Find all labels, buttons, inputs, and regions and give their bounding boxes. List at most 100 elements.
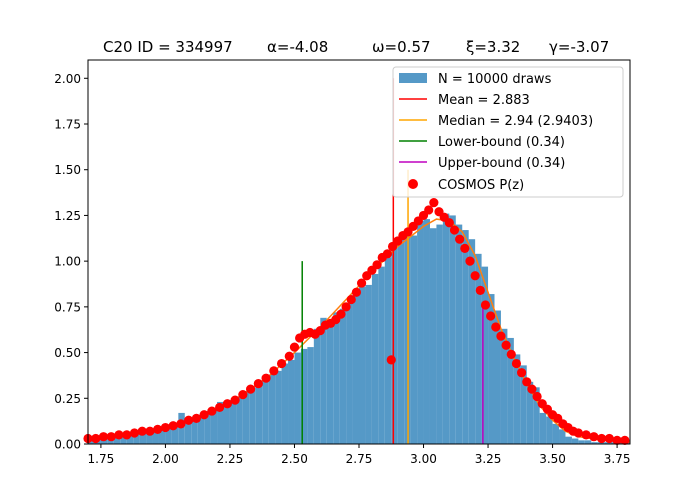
hist-bar-16 bbox=[191, 418, 198, 444]
cosmos-point-70 bbox=[506, 349, 516, 359]
hist-bar-65 bbox=[507, 337, 514, 444]
legend-mean-label: Mean = 2.883 bbox=[438, 93, 530, 108]
hist-bar-30 bbox=[281, 363, 289, 444]
cosmos-point-15 bbox=[199, 410, 209, 420]
hist-bar-8 bbox=[139, 431, 147, 444]
legend: N = 10000 draws Mean = 2.883 Median = 2.… bbox=[392, 66, 624, 198]
y-tick-label-5: 1.25 bbox=[54, 209, 81, 223]
cosmos-point-65 bbox=[480, 300, 491, 310]
hist-bar-43 bbox=[365, 284, 372, 444]
legend-lower-label: Lower-bound (0.34) bbox=[438, 135, 565, 150]
cosmos-point-5 bbox=[122, 430, 132, 440]
hist-bar-75 bbox=[571, 438, 579, 444]
hist-bar-11 bbox=[158, 427, 166, 444]
cosmos-point-46 bbox=[386, 355, 396, 365]
cosmos-point-45 bbox=[382, 249, 392, 259]
hist-bar-18 bbox=[204, 411, 211, 444]
hist-bar-4 bbox=[113, 434, 121, 444]
hist-bar-19 bbox=[210, 409, 218, 444]
cosmos-point-54 bbox=[424, 205, 434, 215]
cosmos-point-4 bbox=[114, 430, 124, 440]
cosmos-point-66 bbox=[486, 311, 496, 321]
hist-bar-41 bbox=[352, 294, 359, 444]
cosmos-point-74 bbox=[527, 384, 537, 394]
x-tick-label-2: 2.25 bbox=[217, 452, 244, 466]
y-tick-label-2: 0.50 bbox=[54, 346, 81, 360]
cosmos-point-26 bbox=[284, 351, 294, 361]
hist-bar-26 bbox=[255, 381, 263, 444]
x-tick-label-8: 3.75 bbox=[604, 452, 631, 466]
legend-cosmos-label: COSMOS P(z) bbox=[438, 178, 524, 193]
hist-bar-35 bbox=[313, 328, 321, 444]
cosmos-point-1 bbox=[91, 433, 101, 444]
cosmos-point-24 bbox=[269, 366, 279, 376]
hist-bar-24 bbox=[242, 390, 250, 444]
legend-hist-label: N = 10000 draws bbox=[438, 72, 552, 87]
hist-bar-78 bbox=[591, 442, 598, 444]
hist-bar-13 bbox=[171, 423, 179, 444]
hist-bar-27 bbox=[262, 376, 269, 444]
legend-cosmos-swatch bbox=[408, 179, 418, 189]
cosmos-point-3 bbox=[106, 432, 116, 442]
cosmos-point-12 bbox=[176, 419, 186, 429]
cosmos-point-69 bbox=[501, 340, 511, 350]
y-tick-label-3: 0.75 bbox=[54, 300, 81, 314]
cosmos-point-61 bbox=[460, 243, 470, 253]
cosmos-point-72 bbox=[517, 368, 527, 378]
hist-bar-70 bbox=[539, 412, 547, 444]
cosmos-point-73 bbox=[522, 377, 532, 387]
cosmos-point-59 bbox=[449, 225, 460, 235]
hist-bar-59 bbox=[468, 239, 476, 444]
x-tick-label-5: 3.00 bbox=[410, 452, 437, 466]
legend-median-label: Median = 2.94 (2.9403) bbox=[438, 114, 593, 129]
hist-bar-31 bbox=[288, 359, 295, 444]
cosmos-point-23 bbox=[261, 373, 271, 383]
title-id: C20 ID = 334997 bbox=[103, 38, 233, 56]
hist-bar-56 bbox=[449, 215, 456, 444]
cosmos-point-19 bbox=[230, 395, 240, 405]
cosmos-point-85 bbox=[589, 432, 599, 442]
legend-upper-label: Upper-bound (0.34) bbox=[438, 156, 565, 171]
hist-bar-45 bbox=[378, 266, 385, 444]
x-axis-ticks: 1.75 2.00 2.25 2.50 2.75 3.00 3.25 3.50 3.75 bbox=[88, 444, 631, 466]
hist-bar-39 bbox=[339, 308, 347, 444]
cosmos-point-62 bbox=[465, 256, 475, 266]
cosmos-point-14 bbox=[191, 413, 201, 423]
hist-bar-20 bbox=[217, 401, 224, 444]
cosmos-point-71 bbox=[511, 358, 522, 369]
cosmos-point-58 bbox=[444, 218, 454, 228]
cosmos-point-27 bbox=[289, 342, 300, 352]
hist-bar-44 bbox=[371, 273, 379, 444]
cosmos-point-16 bbox=[207, 406, 217, 416]
hist-bar-80 bbox=[604, 442, 611, 444]
cosmos-point-64 bbox=[475, 285, 485, 295]
cosmos-point-89 bbox=[620, 435, 630, 445]
hist-bar-40 bbox=[346, 303, 353, 444]
hist-bar-79 bbox=[597, 442, 605, 444]
cosmos-point-55 bbox=[429, 198, 439, 208]
hist-bar-66 bbox=[513, 354, 521, 444]
hist-bar-60 bbox=[475, 253, 482, 444]
hist-bar-72 bbox=[552, 423, 560, 444]
hist-bar-46 bbox=[384, 257, 392, 444]
cosmos-point-86 bbox=[597, 433, 607, 444]
hist-bar-23 bbox=[236, 396, 243, 444]
hist-bar-50 bbox=[410, 235, 418, 444]
title-gamma: γ=-3.07 bbox=[549, 38, 609, 56]
cosmos-point-40 bbox=[356, 278, 367, 288]
hist-bar-76 bbox=[578, 440, 585, 444]
cosmos-point-36 bbox=[336, 309, 346, 319]
cosmos-point-7 bbox=[137, 426, 147, 436]
title-omega: ω=0.57 bbox=[372, 38, 431, 56]
legend-hist-swatch bbox=[399, 73, 427, 83]
hist-bar-14 bbox=[178, 412, 185, 444]
hist-bar-29 bbox=[275, 370, 282, 444]
hist-bar-69 bbox=[533, 387, 540, 444]
cosmos-point-38 bbox=[346, 294, 356, 305]
cosmos-point-84 bbox=[581, 430, 591, 440]
cosmos-point-18 bbox=[222, 399, 232, 409]
y-axis-ticks: 0.00 0.25 0.50 0.75 1.00 1.25 1.50 1.75 2.00 bbox=[54, 72, 88, 452]
hist-bar-21 bbox=[223, 405, 230, 444]
hist-bar-47 bbox=[391, 242, 398, 444]
cosmos-point-2 bbox=[98, 432, 109, 442]
